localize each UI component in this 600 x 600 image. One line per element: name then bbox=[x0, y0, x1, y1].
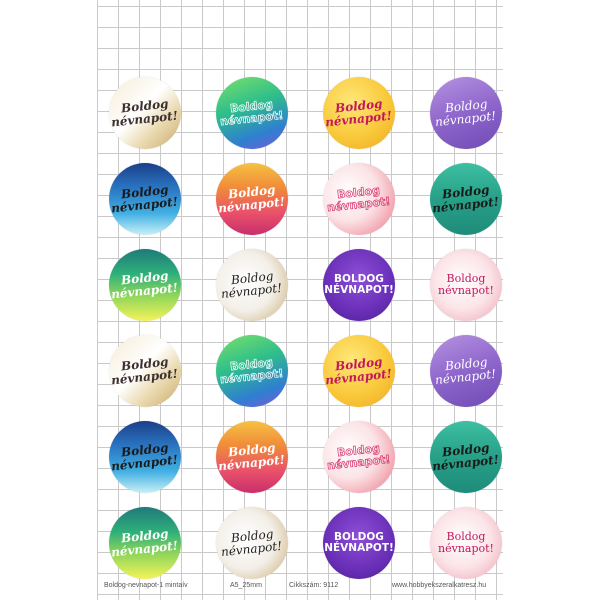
name-day-badge: Boldog névnapot! bbox=[430, 163, 502, 235]
badge-text-line2: névnapot! bbox=[434, 108, 498, 130]
badge-text-line1: Boldog bbox=[446, 272, 486, 286]
badge-text-line2: névnapot! bbox=[434, 366, 498, 388]
name-day-badge: BOLDOG NÉVNAPOT! bbox=[323, 507, 395, 579]
name-day-badge: Boldog névnapot! bbox=[216, 335, 288, 407]
name-day-badge: Boldog névnapot! bbox=[109, 507, 181, 579]
name-day-badge: Boldog névnapot! bbox=[216, 163, 288, 235]
badge-text-line1: BOLDOG bbox=[334, 530, 384, 543]
name-day-badge: Boldog névnapot! bbox=[109, 77, 181, 149]
template-size: A5_25mm bbox=[230, 582, 262, 589]
name-day-badge: Boldog névnapot! bbox=[430, 77, 502, 149]
badge-text-line2: NÉVNAPOT! bbox=[324, 542, 394, 554]
badge-text-line2: névnapot! bbox=[220, 280, 284, 302]
name-day-badge: Boldog névnapot! bbox=[109, 335, 181, 407]
name-day-badge: Boldog névnapot! bbox=[430, 249, 502, 321]
name-day-badge: Boldog névnapot! bbox=[216, 77, 288, 149]
name-day-badge: Boldog névnapot! bbox=[430, 421, 502, 493]
name-day-badge: Boldog névnapot! bbox=[109, 163, 181, 235]
name-day-badge: Boldog névnapot! bbox=[323, 421, 395, 493]
name-day-badge: Boldog névnapot! bbox=[323, 163, 395, 235]
name-day-badge: Boldog névnapot! bbox=[109, 249, 181, 321]
name-day-badge: Boldog névnapot! bbox=[323, 335, 395, 407]
name-day-badge: BOLDOG NÉVNAPOT! bbox=[323, 249, 395, 321]
website-url: www.hobbyekszeralkatresz.hu bbox=[392, 582, 487, 589]
name-day-badge: Boldog névnapot! bbox=[216, 249, 288, 321]
badge-text-line2: NÉVNAPOT! bbox=[324, 284, 394, 296]
name-day-badge: Boldog névnapot! bbox=[430, 507, 502, 579]
badge-text-line2: névnapot! bbox=[438, 284, 494, 297]
badge-grid: Boldog névnapot! Boldog névnapot! Boldog névn… bbox=[109, 77, 502, 579]
name-day-badge: Boldog névnapot! bbox=[323, 77, 395, 149]
badge-text-line1: Boldog bbox=[446, 530, 486, 544]
badge-text-line2: névnapot! bbox=[220, 538, 284, 560]
product-code: Cikkszám: 9112 bbox=[289, 582, 339, 589]
template-name: Boldog-nevnapot-1 mintaív bbox=[104, 582, 188, 589]
name-day-badge: Boldog névnapot! bbox=[109, 421, 181, 493]
badge-text-line1: BOLDOG bbox=[334, 272, 384, 285]
sheet-footer: Boldog-nevnapot-1 mintaív A5_25mm Cikksz… bbox=[0, 582, 600, 596]
name-day-badge: Boldog névnapot! bbox=[216, 507, 288, 579]
name-day-badge: Boldog névnapot! bbox=[430, 335, 502, 407]
badge-text-line2: névnapot! bbox=[438, 542, 494, 555]
name-day-badge: Boldog névnapot! bbox=[216, 421, 288, 493]
